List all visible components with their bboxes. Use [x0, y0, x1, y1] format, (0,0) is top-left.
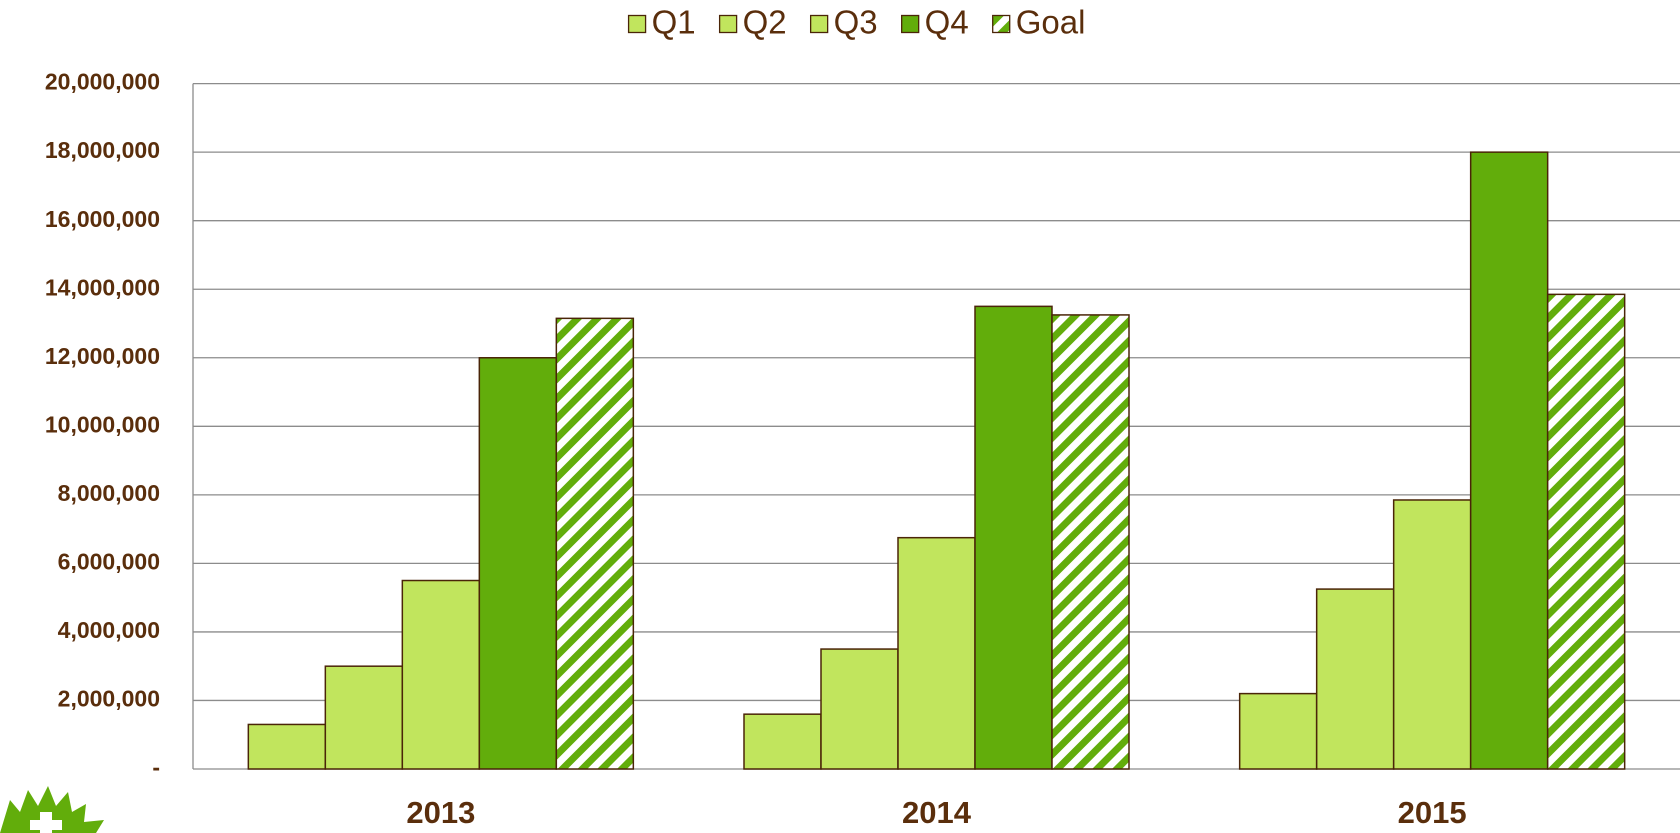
legend-swatch: [809, 14, 829, 34]
x-tick-label: 2015: [1398, 795, 1467, 830]
bar: [1238, 692, 1318, 770]
legend-label: Q1: [652, 4, 696, 41]
legend-swatch: [901, 14, 920, 34]
x-tick-label: 2014: [902, 795, 972, 830]
y-tick-label: 20,000,000: [45, 69, 160, 95]
bar: [324, 665, 404, 770]
y-tick-label: 8,000,000: [58, 480, 160, 506]
y-tick-label: 16,000,000: [45, 206, 160, 232]
x-tick-label: 2013: [406, 795, 475, 830]
bar: [1469, 151, 1549, 770]
bar: [897, 536, 976, 770]
legend-label: Q2: [743, 4, 787, 41]
legend-label: Q4: [925, 4, 969, 41]
legend-label: Goal: [1016, 4, 1086, 41]
bar: [247, 723, 327, 770]
bar: [743, 713, 822, 770]
bar: [1051, 314, 1130, 770]
bar: [555, 317, 635, 770]
y-tick-label: 4,000,000: [58, 617, 160, 643]
legend-label: Q3: [834, 4, 878, 41]
y-tick-label: 6,000,000: [58, 548, 160, 574]
bar: [820, 648, 899, 770]
logo: [0, 786, 104, 833]
bar: [1392, 499, 1472, 770]
legend-swatch: [718, 14, 738, 34]
legend-swatch: [627, 14, 647, 34]
y-tick-label: 18,000,000: [45, 137, 160, 163]
y-tick-label: 12,000,000: [45, 343, 160, 369]
bar: [478, 357, 558, 770]
bar: [1546, 293, 1626, 770]
y-tick-label: 14,000,000: [45, 274, 160, 300]
y-tick-label: 10,000,000: [45, 411, 160, 437]
bar: [401, 579, 481, 770]
bar: [974, 305, 1053, 770]
y-tick-label: 2,000,000: [58, 686, 160, 712]
y-tick-label: -: [152, 754, 160, 780]
bar: [1315, 588, 1395, 770]
legend-swatch: [992, 14, 1011, 34]
